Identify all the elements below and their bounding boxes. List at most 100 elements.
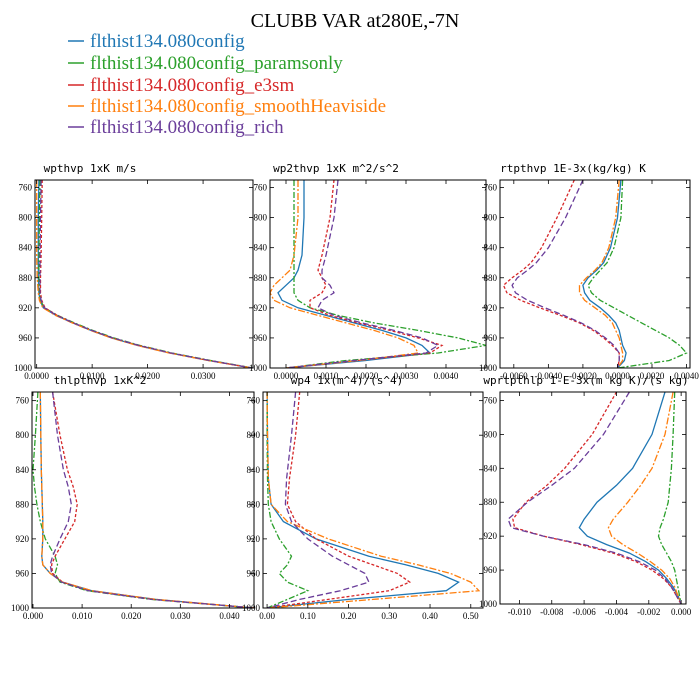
x-tick-label: 0.010: [72, 611, 93, 621]
series-line-2: [285, 180, 444, 368]
panel-wp2thvp: wp2thvp 1xK m^2/s^2 760 800 840 880 920 960 10…: [249, 162, 487, 381]
x-tick-label: 0.50: [463, 611, 479, 621]
x-tick-label: -0.006: [572, 607, 596, 617]
series-line-2: [50, 392, 254, 608]
panel-frame: [31, 391, 255, 609]
series-line-0: [266, 392, 460, 608]
y-tick-label: 920: [484, 531, 498, 541]
series-line-0: [39, 392, 254, 608]
series-line-3: [270, 180, 420, 368]
x-tick-label: -0.0040: [534, 371, 562, 381]
series-line-4: [285, 180, 440, 368]
panel-frame: [499, 391, 687, 605]
panel-frame: [499, 179, 691, 369]
x-tick-label: -0.0020: [569, 371, 597, 381]
panel-frame: [269, 179, 487, 369]
panel-title: rtpthvp 1E-3x(kg/kg) K: [500, 162, 646, 175]
series-line-3: [578, 180, 624, 368]
panel-thlpthvp: thlpthvp 1xK^2 76080084088092096010000.0…: [11, 374, 255, 621]
x-tick-label: -0.002: [637, 607, 660, 617]
y-tick-label: 840: [19, 243, 33, 253]
y-tick-label: 800: [254, 213, 268, 223]
panel-wp4: wp4 1x(m^4)/(s^4) 760 800 840 880 920 960 1000…: [242, 374, 484, 621]
x-tick-label: 0.0000: [24, 371, 49, 381]
x-tick-label: -0.0060: [500, 371, 528, 381]
y-tick-label: 960: [16, 568, 30, 578]
y-tick-label: 760: [484, 183, 498, 193]
panel-frame: [262, 391, 484, 609]
x-tick-label: 0.30: [381, 611, 397, 621]
x-tick-label: -0.004: [605, 607, 629, 617]
series-line-3: [266, 392, 481, 608]
legend-label-0: flthist134.080config: [90, 31, 245, 52]
series-line-2: [267, 392, 412, 608]
y-tick-label: 840: [16, 465, 30, 475]
x-tick-label: 0.040: [219, 611, 240, 621]
y-tick-label: 800: [16, 430, 30, 440]
series-line-1: [657, 392, 682, 604]
series-line-1: [285, 180, 486, 368]
panel-wpthvp: wpthvp 1xK m/s 76080084088092096010000.0…: [14, 162, 254, 381]
x-tick-label: 0.00: [259, 611, 275, 621]
series-line-4: [507, 392, 682, 604]
y-tick-label: 920: [484, 303, 498, 313]
y-tick-label: 960: [484, 565, 498, 575]
series-line-3: [39, 392, 254, 608]
y-tick-label: 760: [16, 396, 30, 406]
x-tick-label: 0.020: [121, 611, 142, 621]
x-tick-label: 0.0020: [354, 371, 379, 381]
x-tick-label: -0.008: [540, 607, 564, 617]
series-line-1: [587, 180, 688, 368]
panel-rtpthvp: rtpthvp 1E-3x(kg/kg) K 760 800 840 880 920 96…: [479, 162, 699, 381]
x-tick-label: 0.030: [170, 611, 191, 621]
series-line-4: [511, 180, 620, 368]
legend-label-1: flthist134.080config_paramsonly: [90, 53, 343, 74]
legend-entry-0: flthist134.080config: [68, 31, 245, 52]
y-tick-label: 960: [254, 333, 268, 343]
series-line-0: [277, 180, 432, 368]
x-tick-label: 0.0040: [434, 371, 459, 381]
y-tick-label: 1000: [11, 603, 30, 613]
series-line-4: [49, 392, 254, 608]
series-line-0: [578, 392, 682, 604]
y-tick-label: 880: [484, 497, 498, 507]
x-tick-label: 0.000: [671, 607, 692, 617]
x-tick-label: 0.0040: [674, 371, 699, 381]
y-tick-label: 1000: [479, 599, 498, 609]
y-tick-label: 800: [484, 429, 498, 439]
legend-entry-2: flthist134.080config_e3sm: [68, 75, 294, 96]
panel-title: thlpthvp 1xK^2: [54, 374, 147, 387]
x-tick-label: -0.010: [508, 607, 532, 617]
panel-title: wpthvp 1xK m/s: [44, 162, 137, 175]
legend-label-3: flthist134.080config_smoothHeaviside: [90, 96, 386, 117]
y-tick-label: 1000: [14, 363, 33, 373]
y-tick-label: 840: [484, 243, 498, 253]
y-tick-label: 920: [16, 534, 30, 544]
series-line-1: [32, 392, 254, 608]
x-tick-label: 0.0030: [394, 371, 419, 381]
y-tick-label: 840: [247, 465, 261, 475]
panel-title: wp4 1x(m^4)/(s^4): [291, 374, 404, 387]
y-tick-label: 880: [484, 273, 498, 283]
legend: flthist134.080config flthist134.080confi…: [68, 31, 386, 138]
y-tick-label: 880: [247, 499, 261, 509]
x-tick-label: 0.0010: [314, 371, 339, 381]
x-tick-label: 0.20: [341, 611, 357, 621]
series-line-4: [266, 392, 370, 608]
y-tick-label: 920: [247, 534, 261, 544]
y-tick-label: 920: [254, 303, 268, 313]
x-tick-label: 0.0000: [605, 371, 630, 381]
y-tick-label: 1000: [242, 603, 261, 613]
x-tick-label: 0.0000: [274, 371, 299, 381]
series-line-3: [607, 392, 682, 604]
x-tick-label: 0.10: [300, 611, 316, 621]
legend-entry-4: flthist134.080config_rich: [68, 117, 284, 138]
x-tick-label: 0.0100: [80, 371, 105, 381]
y-tick-label: 760: [247, 396, 261, 406]
series-line-2: [39, 180, 253, 368]
y-tick-label: 1000: [479, 363, 498, 373]
y-tick-label: 760: [254, 183, 268, 193]
legend-label-4: flthist134.080config_rich: [90, 117, 284, 138]
x-tick-label: 0.0300: [191, 371, 216, 381]
